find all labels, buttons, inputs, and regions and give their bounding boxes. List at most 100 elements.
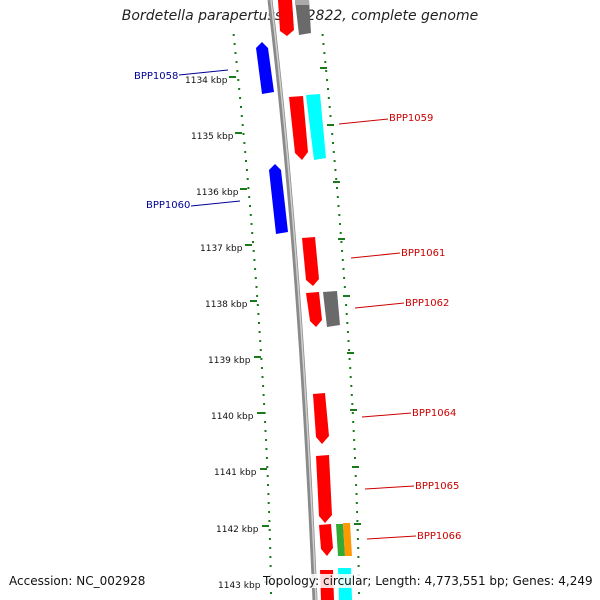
axis-label: 1143 kbp	[218, 581, 261, 591]
axis-label: 1141 kbp	[214, 468, 257, 478]
scale-dot	[249, 214, 252, 216]
scale-dot	[267, 502, 270, 504]
genome-summary-text: Topology: circular; Length: 4,773,551 bp…	[262, 574, 594, 588]
gene-label-bpp1064[interactable]: BPP1064	[412, 408, 456, 419]
scale-dots-right	[321, 34, 360, 594]
scale-dot	[266, 466, 269, 468]
scale-dot	[356, 520, 359, 522]
scale-dot	[351, 412, 354, 414]
scale-dot	[261, 367, 263, 369]
scale-dot	[258, 322, 260, 324]
gene-bpp1066-arrow[interactable]	[319, 524, 333, 556]
scale-dot	[240, 115, 243, 117]
scale-dot	[260, 358, 263, 360]
genome-backbone-highlight	[270, 0, 317, 600]
scale-dot	[259, 340, 262, 342]
scale-dot	[244, 151, 247, 153]
gene-bpp1066-green[interactable]	[336, 524, 345, 556]
scale-dot	[350, 385, 353, 387]
gene-label-bpp1058[interactable]: BPP1058	[134, 71, 178, 82]
scale-dot	[351, 403, 354, 405]
scale-dot	[332, 142, 334, 144]
scale-dot	[356, 511, 359, 513]
leader-bpp1064	[361, 412, 412, 418]
right-ticks	[320, 67, 361, 525]
scale-dot	[331, 133, 334, 135]
gene-bpp1058-arrow[interactable]	[256, 42, 274, 94]
leader-bpp1066	[366, 535, 417, 540]
scale-dot	[356, 538, 359, 540]
scale-dot	[265, 448, 268, 450]
scale-dot	[355, 493, 358, 495]
scale-dot	[327, 88, 329, 90]
axis-ticks: 1134 kbp 1135 kbp 1136 kbp 1137 kbp 1138…	[185, 76, 271, 591]
gene-label-bpp1065[interactable]: BPP1065	[415, 481, 459, 492]
scale-dot	[250, 223, 253, 225]
scale-dot	[345, 304, 348, 306]
scale-dot	[350, 394, 353, 396]
scale-dot	[240, 106, 242, 108]
gene-label-bpp1061[interactable]: BPP1061	[401, 248, 445, 259]
gene-bpp1064-arrow[interactable]	[313, 393, 329, 444]
leader-bpp1060	[190, 200, 241, 207]
scale-dot	[269, 565, 272, 567]
gene-label-bpp1059[interactable]: BPP1059	[389, 113, 433, 124]
scale-dot	[252, 241, 254, 243]
scale-dot	[264, 430, 267, 432]
scale-dot	[353, 439, 356, 441]
axis-label: 1135 kbp	[191, 132, 234, 142]
axis-label: 1138 kbp	[205, 300, 248, 310]
scale-dot	[345, 313, 348, 315]
scale-dot	[238, 88, 241, 90]
axis-label: 1136 kbp	[196, 188, 239, 198]
scale-dot	[335, 178, 338, 180]
gene-bpp1066-orange[interactable]	[343, 523, 352, 556]
scale-dot	[348, 349, 351, 351]
axis-label: 1137 kbp	[200, 244, 243, 254]
gene-bpp1060-arrow[interactable]	[269, 164, 288, 234]
scale-dot	[328, 106, 331, 108]
leader-bpp1065	[364, 485, 415, 490]
scale-dot	[252, 250, 255, 252]
scale-dot	[322, 43, 325, 45]
gene-label-bpp1060[interactable]: BPP1060	[146, 200, 190, 211]
scale-dots-left	[232, 34, 272, 594]
scale-dot	[346, 331, 349, 333]
scale-dot	[257, 313, 260, 315]
gene-bpp1062-arrow[interactable]	[306, 292, 322, 327]
scale-dot	[358, 592, 360, 594]
gene-bpp1062-gray[interactable]	[323, 291, 340, 327]
scale-dot	[356, 529, 359, 531]
scale-dot	[267, 484, 269, 486]
scale-dot	[338, 214, 341, 216]
gene-bpp1065-arrow[interactable]	[316, 455, 332, 523]
scale-dot	[354, 475, 357, 477]
gene-top-gray[interactable]	[295, 0, 311, 35]
scale-dot	[343, 286, 346, 288]
scale-dot	[268, 520, 271, 522]
gene-top-red[interactable]	[278, 0, 294, 36]
scale-dot	[256, 295, 259, 297]
gene-bpp1059-cyan[interactable]	[306, 94, 326, 160]
scale-dot	[336, 187, 338, 189]
scale-dot	[251, 232, 254, 234]
scale-dot	[355, 484, 358, 486]
scale-dot	[262, 394, 265, 396]
scale-dot	[342, 268, 345, 270]
scale-dot	[268, 538, 271, 540]
gene-label-bpp1062[interactable]: BPP1062	[405, 298, 449, 309]
scale-dot	[249, 205, 251, 207]
scale-dot	[269, 556, 272, 558]
scale-dot	[353, 448, 356, 450]
gene-bpp1061-arrow[interactable]	[302, 237, 319, 286]
gene-label-bpp1066[interactable]: BPP1066	[417, 531, 461, 542]
gene-bpp1059-arrow[interactable]	[289, 96, 308, 160]
scale-dot	[243, 142, 246, 144]
scale-dot	[268, 529, 271, 531]
scale-dot	[258, 331, 261, 333]
scale-dot	[267, 493, 270, 495]
axis-label: 1142 kbp	[216, 525, 259, 535]
label-leaders	[178, 69, 417, 540]
scale-dot	[349, 376, 352, 378]
